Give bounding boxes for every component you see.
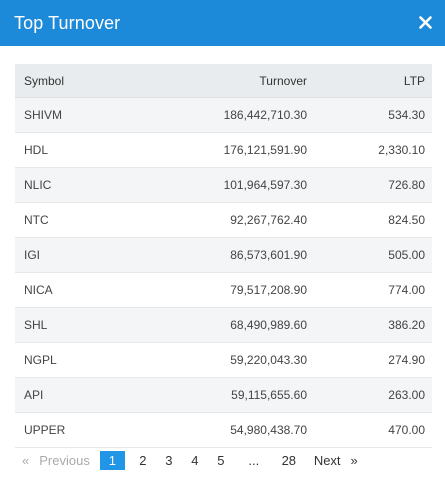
table-row[interactable]: IGI 86,573,601.90 505.00 bbox=[15, 238, 432, 273]
cell-turnover: 101,964,597.30 bbox=[223, 178, 307, 192]
cell-ltp: 534.30 bbox=[388, 108, 425, 122]
table-row[interactable]: NICA 79,517,208.90 774.00 bbox=[15, 273, 432, 308]
table-header: Symbol Turnover LTP bbox=[15, 64, 432, 98]
cell-symbol: NGPL bbox=[24, 353, 57, 367]
cell-turnover: 79,517,208.90 bbox=[230, 283, 307, 297]
table-row[interactable]: SHL 68,490,989.60 386.20 bbox=[15, 308, 432, 343]
table-row[interactable]: NGPL 59,220,043.30 274.90 bbox=[15, 343, 432, 378]
column-header-turnover[interactable]: Turnover bbox=[259, 73, 307, 88]
page-button-28[interactable]: 28 bbox=[281, 452, 297, 468]
table-body: SHIVM 186,442,710.30 534.30 HDL 176,121,… bbox=[15, 98, 432, 448]
close-icon[interactable] bbox=[415, 12, 435, 32]
cell-turnover: 59,220,043.30 bbox=[230, 353, 307, 367]
page-button-1[interactable]: 1 bbox=[99, 450, 125, 470]
cell-ltp: 774.00 bbox=[388, 283, 425, 297]
page-button-3[interactable]: 3 bbox=[165, 452, 173, 468]
turnover-table: Symbol Turnover LTP SHIVM 186,442,710.30… bbox=[15, 64, 432, 448]
cell-symbol: UPPER bbox=[24, 423, 66, 437]
cell-turnover: 92,267,762.40 bbox=[230, 213, 307, 227]
previous-arrow: « bbox=[22, 452, 30, 468]
cell-ltp: 726.80 bbox=[388, 178, 425, 192]
cell-turnover: 68,490,989.60 bbox=[230, 318, 307, 332]
cell-ltp: 824.50 bbox=[388, 213, 425, 227]
page-button-4[interactable]: 4 bbox=[191, 452, 199, 468]
cell-ltp: 505.00 bbox=[388, 248, 425, 262]
table-row[interactable]: HDL 176,121,591.90 2,330.10 bbox=[15, 133, 432, 168]
next-arrow: » bbox=[350, 452, 358, 468]
cell-ltp: 470.00 bbox=[388, 423, 425, 437]
cell-turnover: 59,115,655.60 bbox=[231, 388, 307, 402]
next-label: Next bbox=[313, 452, 341, 468]
cell-symbol: SHL bbox=[24, 318, 48, 332]
pagination: « Previous 1 2 3 4 5 ... 28 Next » bbox=[22, 450, 358, 470]
page-button-5[interactable]: 5 bbox=[217, 452, 225, 468]
modal-title: Top Turnover bbox=[14, 12, 121, 33]
cell-ltp: 2,330.10 bbox=[378, 143, 425, 157]
cell-symbol: NTC bbox=[24, 213, 49, 227]
cell-turnover: 176,121,591.90 bbox=[223, 143, 307, 157]
column-header-ltp[interactable]: LTP bbox=[403, 73, 425, 88]
modal-header: Top Turnover bbox=[0, 0, 445, 46]
cell-symbol: HDL bbox=[24, 143, 49, 157]
cell-symbol: SHIVM bbox=[24, 108, 63, 122]
cell-symbol: NICA bbox=[24, 283, 53, 297]
table-row[interactable]: SHIVM 186,442,710.30 534.30 bbox=[15, 98, 432, 133]
table-row[interactable]: UPPER 54,980,438.70 470.00 bbox=[15, 413, 432, 448]
next-page-button[interactable]: Next » bbox=[314, 453, 358, 468]
cell-ltp: 274.90 bbox=[388, 353, 425, 367]
cell-symbol: NLIC bbox=[24, 178, 52, 192]
table-row[interactable]: NTC 92,267,762.40 824.50 bbox=[15, 203, 432, 238]
previous-page-button: « Previous bbox=[22, 453, 90, 468]
cell-ltp: 263.00 bbox=[388, 388, 425, 402]
column-header-symbol[interactable]: Symbol bbox=[24, 73, 65, 88]
cell-symbol: API bbox=[24, 388, 44, 402]
cell-turnover: 54,980,438.70 bbox=[230, 423, 307, 437]
cell-turnover: 86,573,601.90 bbox=[230, 248, 307, 262]
cell-turnover: 186,442,710.30 bbox=[223, 108, 307, 122]
table-row[interactable]: NLIC 101,964,597.30 726.80 bbox=[15, 168, 432, 203]
table-row[interactable]: API 59,115,655.60 263.00 bbox=[15, 378, 432, 413]
page-button-2[interactable]: 2 bbox=[139, 452, 147, 468]
cell-ltp: 386.20 bbox=[388, 318, 425, 332]
page-ellipsis: ... bbox=[248, 452, 260, 468]
previous-label: Previous bbox=[39, 452, 90, 468]
cell-symbol: IGI bbox=[24, 248, 41, 262]
